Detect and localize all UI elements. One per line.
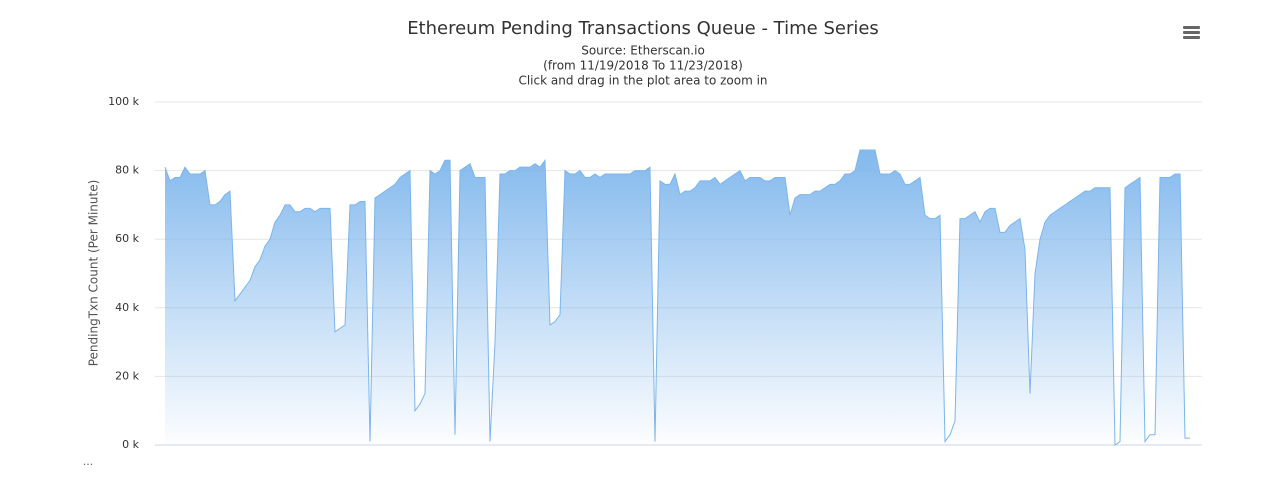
y-tick-label: 20 k	[115, 369, 139, 382]
menu-icon-bar	[1183, 36, 1200, 39]
y-tick-label: 80 k	[115, 164, 139, 177]
y-tick-label: 60 k	[115, 232, 139, 245]
chart-subtitle: (from 11/19/2018 To 11/23/2018)	[543, 59, 743, 73]
y-axis-title: PendingTxn Count (Per Minute)	[87, 180, 101, 367]
footer-note: ...	[83, 455, 94, 468]
menu-button[interactable]	[1176, 18, 1208, 48]
menu-icon-bar	[1183, 26, 1200, 29]
y-tick-label: 40 k	[115, 301, 139, 314]
series-line	[164, 149, 1190, 446]
chart-subtitle: Source: Etherscan.io	[581, 44, 705, 58]
chart-subtitle: Click and drag in the plot area to zoom …	[518, 74, 767, 88]
chart-title: Ethereum Pending Transactions Queue - Ti…	[407, 18, 879, 39]
y-tick-label: 0 k	[122, 438, 139, 451]
area-fill	[165, 150, 1190, 445]
y-tick-label: 100 k	[108, 95, 139, 108]
menu-icon-bar	[1183, 31, 1200, 34]
